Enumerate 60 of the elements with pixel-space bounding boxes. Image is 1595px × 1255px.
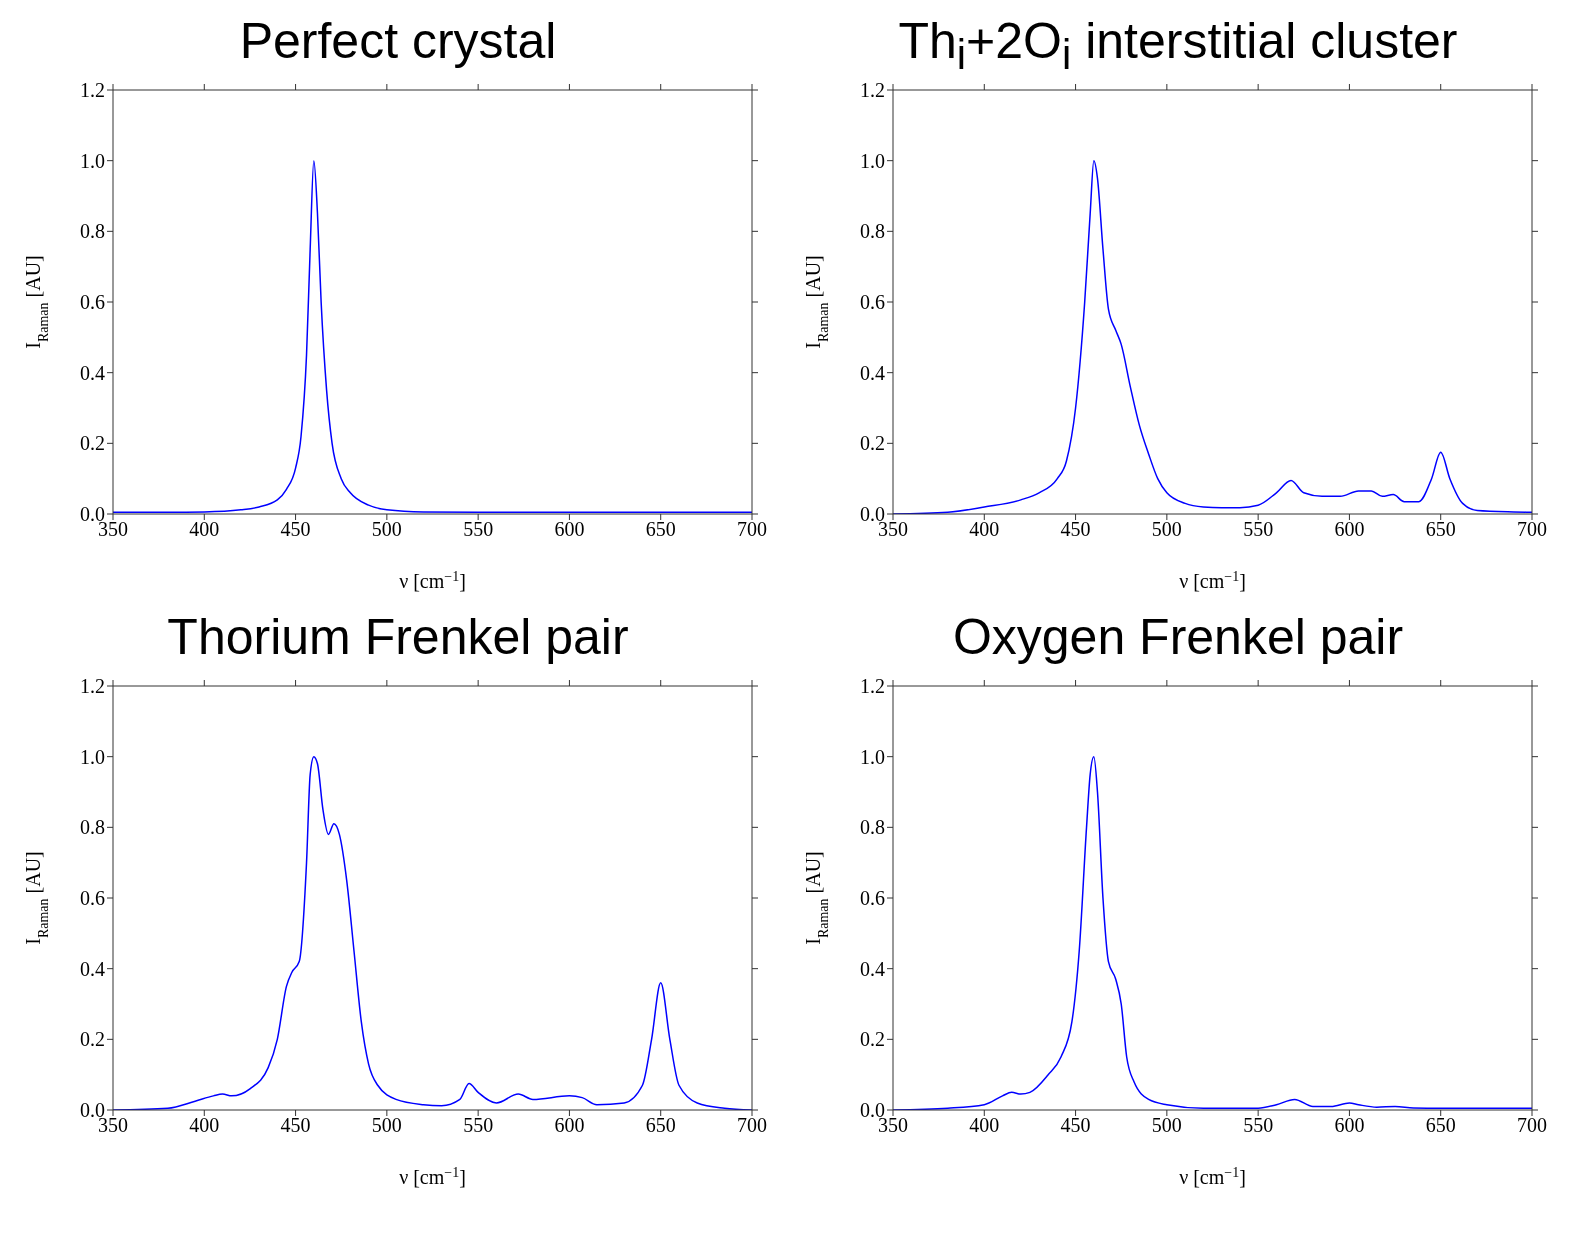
chart-title: Thorium Frenkel pair <box>166 608 630 667</box>
x-axis-title: ν [cm$^{−1}$] <box>399 1164 466 1188</box>
x-tick-label: 400 <box>969 518 1000 541</box>
x-tick-label: 550 <box>463 518 494 541</box>
y-tick-label: 1.2 <box>860 675 885 698</box>
y-tick-label: 0.6 <box>860 291 885 314</box>
x-tick-label: 700 <box>1517 1114 1547 1137</box>
y-tick-label: 0.6 <box>80 291 105 314</box>
x-tick-label: 650 <box>1425 1114 1456 1137</box>
x-tick-label: 500 <box>371 518 402 541</box>
y-tick-label: 0.8 <box>860 816 885 839</box>
x-axis-title: ν [cm$^{−1}$] <box>1179 1164 1246 1188</box>
y-tick-label: 0.8 <box>80 220 105 243</box>
y-tick-label: 1.2 <box>80 79 105 102</box>
y-tick-label: 0.8 <box>860 220 885 243</box>
y-tick-label: 0.2 <box>860 432 885 455</box>
y-tick-label: 1.0 <box>80 149 105 172</box>
y-tick-label: 1.0 <box>80 745 105 768</box>
x-tick-label: 600 <box>554 518 585 541</box>
x-tick-label: 650 <box>1425 518 1456 541</box>
y-tick-label: 1.0 <box>860 745 885 768</box>
x-tick-label: 400 <box>189 518 220 541</box>
x-tick-label: 400 <box>189 1114 220 1137</box>
x-axis-title: ν [cm$^{−1}$] <box>399 568 466 592</box>
x-tick-label: 700 <box>1517 518 1547 541</box>
x-tick-label: 550 <box>1243 518 1274 541</box>
x-tick-label: 500 <box>1151 1114 1182 1137</box>
x-tick-label: 600 <box>1334 1114 1365 1137</box>
y-tick-label: 0.6 <box>80 887 105 910</box>
x-tick-label: 400 <box>969 1114 1000 1137</box>
x-tick-label: 600 <box>554 1114 585 1137</box>
x-tick-label: 450 <box>1060 518 1091 541</box>
x-tick-label: 500 <box>1151 518 1182 541</box>
chart-title: Th$_{i}$+2O$_{i}$ interstitial cluster <box>897 12 1459 78</box>
y-tick-label: 1.2 <box>80 675 105 698</box>
x-tick-label: 600 <box>1334 518 1365 541</box>
x-tick-label: 700 <box>737 518 767 541</box>
x-axis-title: ν [cm$^{−1}$] <box>1179 568 1246 592</box>
y-tick-label: 0.4 <box>860 957 885 980</box>
x-tick-label: 450 <box>280 518 311 541</box>
chart-title: Perfect crystal <box>238 12 558 71</box>
chart-title: Oxygen Frenkel pair <box>951 608 1405 667</box>
y-tick-label: 1.0 <box>860 149 885 172</box>
y-tick-label: 0.4 <box>80 957 105 980</box>
y-tick-label: 1.2 <box>860 79 885 102</box>
x-tick-label: 450 <box>280 1114 311 1137</box>
x-tick-label: 550 <box>1243 1114 1274 1137</box>
x-tick-label: 650 <box>645 1114 676 1137</box>
y-tick-label: 0.8 <box>80 816 105 839</box>
y-tick-label: 0.2 <box>80 432 105 455</box>
x-tick-label: 500 <box>371 1114 402 1137</box>
x-tick-label: 450 <box>1060 1114 1091 1137</box>
y-tick-label: 0.4 <box>80 361 105 384</box>
y-tick-label: 0.6 <box>860 887 885 910</box>
y-tick-label: 0.2 <box>80 1028 105 1051</box>
x-tick-label: 650 <box>645 518 676 541</box>
y-tick-label: 0.4 <box>860 361 885 384</box>
x-tick-label: 550 <box>463 1114 494 1137</box>
y-tick-label: 0.2 <box>860 1028 885 1051</box>
x-tick-label: 700 <box>737 1114 767 1137</box>
